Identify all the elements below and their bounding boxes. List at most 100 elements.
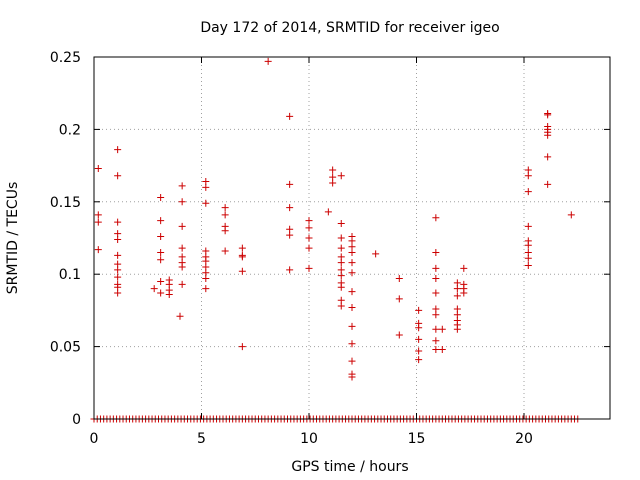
data-point	[94, 164, 102, 172]
data-point	[395, 331, 403, 339]
data-point	[165, 290, 173, 298]
data-point	[324, 208, 332, 216]
data-point	[221, 204, 229, 212]
data-point	[524, 222, 532, 230]
data-point	[238, 244, 246, 252]
data-point	[157, 289, 165, 297]
data-point	[438, 345, 446, 353]
data-point	[157, 277, 165, 285]
data-point	[337, 272, 345, 280]
data-point	[157, 256, 165, 264]
data-point	[94, 246, 102, 254]
x-tick-label: 5	[197, 431, 206, 447]
data-point	[348, 259, 356, 267]
data-point	[329, 166, 337, 174]
data-point	[348, 322, 356, 330]
data-point	[221, 247, 229, 255]
data-point	[286, 266, 294, 274]
data-point	[202, 199, 210, 207]
data-point	[305, 224, 313, 232]
data-point	[415, 306, 423, 314]
x-tick-label: 0	[90, 431, 99, 447]
y-tick-label: 0	[72, 412, 81, 428]
data-point	[157, 233, 165, 241]
x-tick-label: 15	[408, 431, 426, 447]
data-point	[348, 288, 356, 296]
data-point	[221, 211, 229, 219]
data-point	[114, 218, 122, 226]
data-point	[305, 264, 313, 272]
data-point	[415, 335, 423, 343]
data-point	[453, 325, 461, 333]
data-point	[432, 311, 440, 319]
data-point	[567, 211, 575, 219]
data-point	[286, 204, 294, 212]
data-point	[202, 285, 210, 293]
data-point	[264, 57, 272, 65]
data-point	[432, 345, 440, 353]
data-point	[329, 179, 337, 187]
data-point	[238, 343, 246, 351]
x-tick-label: 20	[515, 431, 533, 447]
data-point	[432, 214, 440, 222]
data-point	[178, 222, 186, 230]
data-point	[157, 248, 165, 256]
data-point	[438, 325, 446, 333]
data-point	[94, 218, 102, 226]
data-point	[305, 244, 313, 252]
data-point	[238, 267, 246, 275]
data-point	[372, 250, 380, 258]
data-point	[114, 235, 122, 243]
data-point	[348, 269, 356, 277]
axis-ticks: 0 0.05 0.1 0.15 0.2 0.25 0 5 10 15 20	[50, 50, 610, 447]
data-point	[178, 280, 186, 288]
data-point	[94, 211, 102, 219]
data-point	[348, 304, 356, 312]
data-point	[178, 263, 186, 271]
data-point	[460, 264, 468, 272]
data-point	[286, 112, 294, 120]
data-point	[114, 251, 122, 259]
data-point	[178, 182, 186, 190]
data-point	[524, 241, 532, 249]
chart-title: Day 172 of 2014, SRMTID for receiver ige…	[200, 20, 499, 36]
data-point	[524, 172, 532, 180]
data-point	[432, 289, 440, 297]
data-point	[114, 266, 122, 274]
x-axis-label: GPS time / hours	[291, 459, 408, 475]
y-tick-label: 0.2	[59, 122, 81, 138]
y-axis-label: SRMTID / TECUs	[5, 182, 21, 295]
data-point	[432, 264, 440, 272]
data-point	[202, 275, 210, 283]
data-point	[337, 302, 345, 310]
data-point	[415, 324, 423, 332]
data-point	[114, 146, 122, 154]
data-point	[395, 275, 403, 283]
y-tick-label: 0.05	[50, 340, 81, 356]
data-point	[176, 312, 184, 320]
data-point	[305, 234, 313, 242]
data-point	[348, 248, 356, 256]
data-point	[348, 340, 356, 348]
y-tick-label: 0.1	[59, 267, 81, 283]
data-point	[337, 220, 345, 228]
data-point	[114, 273, 122, 281]
data-point	[305, 217, 313, 225]
data-point	[150, 285, 158, 293]
data-point	[544, 111, 552, 119]
y-tick-label: 0.15	[50, 195, 81, 211]
data-point	[460, 289, 468, 297]
data-point	[286, 231, 294, 239]
data-point	[178, 198, 186, 206]
data-point	[202, 183, 210, 191]
data-point	[415, 356, 423, 364]
data-point	[524, 262, 532, 270]
y-tick-label: 0.25	[50, 50, 81, 66]
plot-frame	[93, 56, 611, 420]
data-point	[544, 180, 552, 188]
data-point	[432, 325, 440, 333]
data-point	[453, 292, 461, 300]
data-point	[544, 153, 552, 161]
data-point	[432, 275, 440, 283]
